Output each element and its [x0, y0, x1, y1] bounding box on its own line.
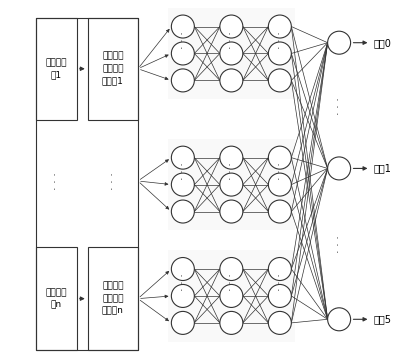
Circle shape: [220, 285, 243, 307]
Text: 输出0: 输出0: [374, 38, 392, 48]
Bar: [36, 248, 77, 350]
Text: 传感器阵
列n: 传感器阵 列n: [45, 288, 67, 310]
Circle shape: [171, 173, 194, 196]
Text: 输出1: 输出1: [374, 163, 392, 173]
Bar: [88, 248, 138, 350]
Text: · · ·: · · ·: [178, 162, 188, 180]
Text: · · ·: · · ·: [334, 235, 344, 253]
Circle shape: [268, 146, 291, 169]
Text: · · ·: · · ·: [108, 172, 118, 190]
Circle shape: [268, 311, 291, 334]
Circle shape: [220, 173, 243, 196]
Bar: [88, 17, 138, 120]
Circle shape: [328, 308, 351, 331]
Text: · · ·: · · ·: [178, 274, 188, 291]
Circle shape: [220, 69, 243, 92]
Circle shape: [220, 200, 243, 223]
Circle shape: [220, 15, 243, 38]
Text: · · ·: · · ·: [52, 172, 62, 190]
Circle shape: [171, 42, 194, 65]
Circle shape: [220, 257, 243, 281]
Circle shape: [268, 42, 291, 65]
Circle shape: [268, 69, 291, 92]
Circle shape: [171, 257, 194, 281]
Text: 数据预处
理和特征
值提取1: 数据预处 理和特征 值提取1: [102, 52, 124, 86]
Text: · · ·: · · ·: [275, 274, 285, 291]
Circle shape: [268, 285, 291, 307]
Circle shape: [268, 257, 291, 281]
Text: · · ·: · · ·: [275, 31, 285, 49]
Text: 输出5: 输出5: [374, 314, 392, 324]
Circle shape: [171, 146, 194, 169]
Circle shape: [268, 200, 291, 223]
Circle shape: [328, 157, 351, 180]
Text: 传感器阵
列1: 传感器阵 列1: [45, 58, 67, 80]
Circle shape: [171, 15, 194, 38]
Circle shape: [171, 311, 194, 334]
Circle shape: [220, 42, 243, 65]
Bar: [168, 8, 295, 99]
Text: 数据预处
理和特征
值提取n: 数据预处 理和特征 值提取n: [102, 282, 124, 316]
Text: · · ·: · · ·: [334, 97, 344, 114]
Bar: [168, 251, 295, 342]
Circle shape: [220, 311, 243, 334]
Circle shape: [171, 69, 194, 92]
Text: · · ·: · · ·: [226, 274, 236, 291]
Text: · · ·: · · ·: [178, 31, 188, 49]
Text: · · ·: · · ·: [226, 162, 236, 180]
Circle shape: [328, 31, 351, 54]
Text: · · ·: · · ·: [275, 162, 285, 180]
Circle shape: [171, 285, 194, 307]
Circle shape: [171, 200, 194, 223]
Circle shape: [268, 15, 291, 38]
Bar: [168, 139, 295, 230]
Circle shape: [220, 146, 243, 169]
Bar: [36, 17, 138, 350]
Bar: [36, 17, 77, 120]
Text: · · ·: · · ·: [226, 31, 236, 49]
Circle shape: [268, 173, 291, 196]
